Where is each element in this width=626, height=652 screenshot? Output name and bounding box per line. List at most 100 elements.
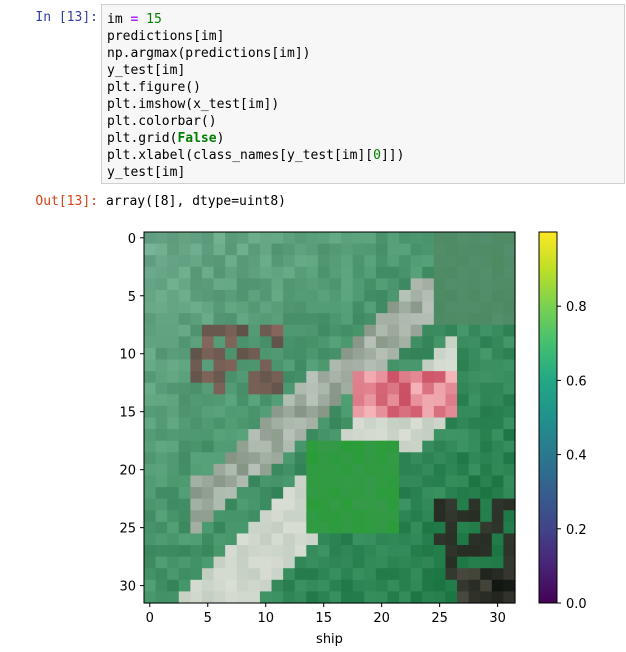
image-pixel (364, 301, 377, 314)
image-pixel (364, 371, 377, 384)
image-pixel (433, 232, 447, 245)
image-pixel (410, 382, 423, 395)
image-pixel (491, 498, 505, 511)
image-pixel (422, 232, 435, 245)
image-pixel (178, 487, 191, 500)
image-pixel (283, 440, 296, 453)
image-pixel (457, 382, 470, 395)
image-pixel (375, 243, 389, 256)
image-pixel (236, 545, 249, 558)
y-tick-label: 5 (128, 290, 136, 305)
code-line-1: im = 15 (107, 12, 162, 27)
image-pixel (503, 278, 516, 291)
image-pixel (178, 255, 191, 268)
image-pixel (271, 394, 284, 407)
image-pixel (248, 417, 261, 430)
image-pixel (213, 289, 226, 303)
image-pixel (491, 382, 505, 395)
image-pixel (225, 475, 238, 488)
image-pixel (480, 359, 493, 372)
image-pixel (399, 313, 412, 326)
image-pixel (422, 313, 435, 326)
image-pixel (225, 463, 238, 477)
image-pixel (387, 545, 400, 558)
image-pixel (317, 347, 331, 361)
image-pixel (503, 487, 516, 500)
image-pixel (410, 475, 423, 488)
image-pixel (155, 359, 168, 372)
image-pixel (271, 405, 284, 419)
image-pixel (306, 336, 319, 349)
image-pixel (375, 487, 389, 500)
image-pixel (480, 313, 493, 326)
image-pixel (491, 243, 505, 256)
image-pixel (225, 255, 238, 268)
image-pixel (433, 463, 447, 477)
image-pixel (306, 452, 319, 465)
image-pixel (445, 232, 458, 245)
image-pixel (178, 510, 191, 523)
image-pixel (387, 521, 400, 535)
image-pixel (341, 382, 354, 395)
image-pixel (190, 591, 203, 604)
image-pixel (480, 232, 493, 245)
image-pixel (213, 255, 226, 268)
image-pixel (294, 232, 307, 245)
image-pixel (167, 440, 180, 453)
image-pixel (375, 266, 389, 279)
image-pixel (445, 266, 458, 279)
image-pixel (352, 452, 365, 465)
image-pixel (329, 382, 342, 395)
image-pixel (190, 521, 203, 535)
image-pixel (213, 336, 226, 349)
code-line-2: predictions[im] (107, 29, 225, 44)
image-pixel (259, 336, 273, 349)
image-pixel (399, 336, 412, 349)
image-pixel (236, 243, 249, 256)
image-pixel (364, 278, 377, 291)
image-pixel (225, 301, 238, 314)
image-pixel (259, 545, 273, 558)
image-pixel (433, 255, 447, 268)
image-pixel (225, 347, 238, 361)
image-pixel (375, 440, 389, 453)
code-editor[interactable]: im = 15 predictions[im] np.argmax(predic… (107, 11, 404, 181)
image-pixel (375, 545, 389, 558)
image-pixel (422, 556, 435, 569)
image-pixel (457, 498, 470, 511)
image-pixel (364, 533, 377, 546)
image-pixel (364, 382, 377, 395)
image-pixel (491, 371, 505, 384)
image-pixel (155, 568, 168, 581)
image-pixel (144, 336, 157, 349)
image-pixel (306, 289, 319, 303)
image-pixel (236, 405, 249, 419)
image-pixel (399, 255, 412, 268)
image-pixel (375, 568, 389, 581)
image-pixel (329, 463, 342, 477)
code-line-7: plt.colorbar() (107, 114, 217, 129)
image-pixel (410, 498, 423, 511)
image-pixel (283, 498, 296, 511)
image-pixel (271, 278, 284, 291)
image-pixel (445, 475, 458, 488)
image-pixel (259, 429, 273, 442)
image-pixel (294, 336, 307, 349)
image-pixel (236, 498, 249, 511)
image-pixel (190, 440, 203, 453)
code-cell-input[interactable]: im = 15 predictions[im] np.argmax(predic… (101, 4, 625, 184)
image-pixel (248, 255, 261, 268)
image-pixel (190, 405, 203, 419)
image-pixel (201, 417, 215, 430)
image-pixel (457, 463, 470, 477)
image-pixel (155, 313, 168, 326)
image-pixel (399, 278, 412, 291)
image-pixel (364, 394, 377, 407)
image-pixel (201, 475, 215, 488)
image-pixel (364, 556, 377, 569)
image-pixel (445, 556, 458, 569)
image-pixel (399, 579, 412, 593)
image-pixel (399, 394, 412, 407)
image-pixel (201, 510, 215, 523)
image-pixel (410, 289, 423, 303)
